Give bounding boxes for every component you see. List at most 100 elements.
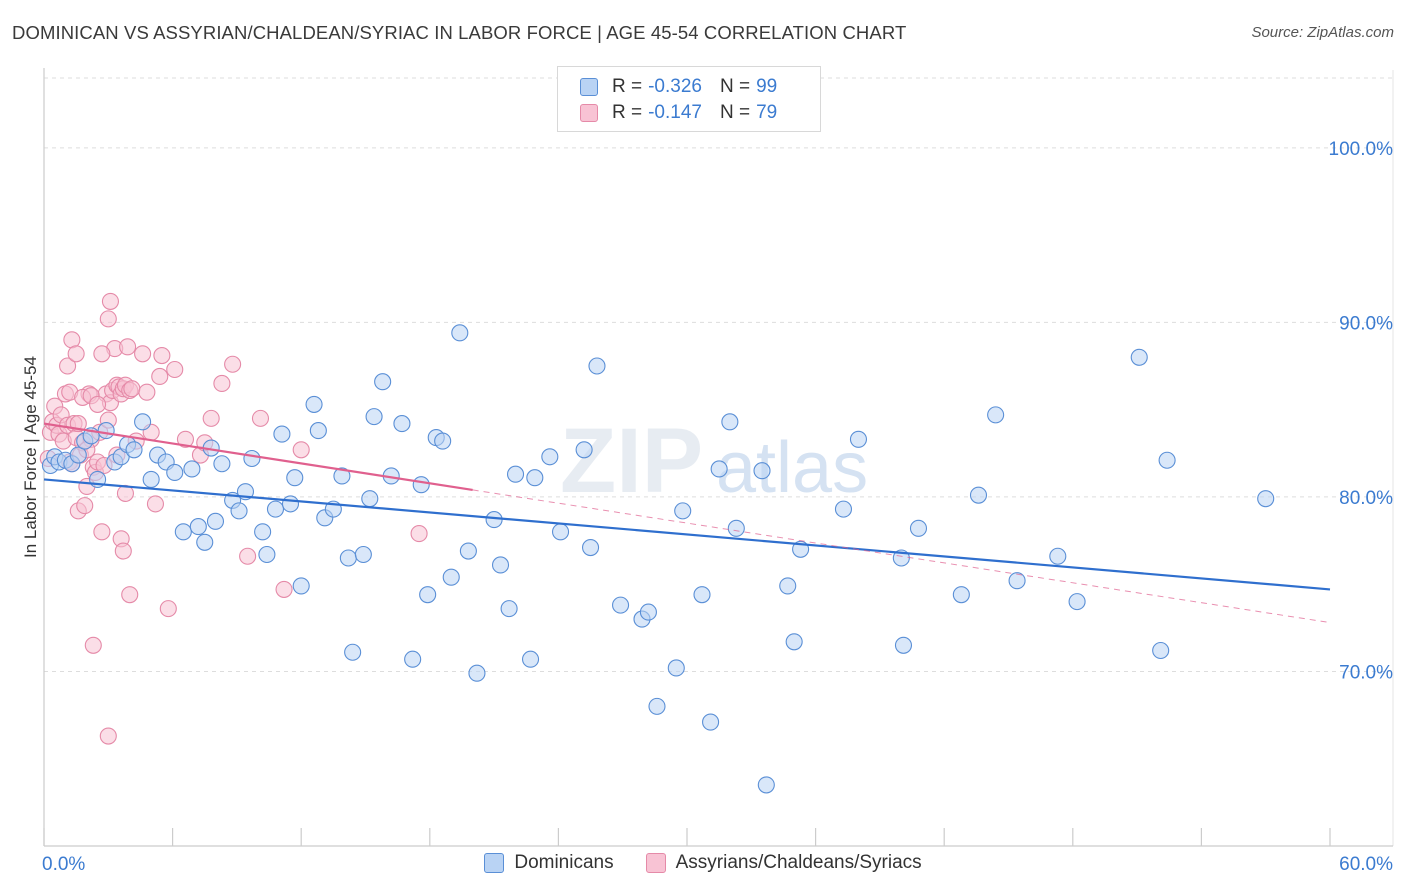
dominican-point [166,463,184,482]
y-tick-label: 90.0% [1339,313,1393,334]
dominican-point [849,430,868,448]
dominican-point [506,465,525,483]
legend-n-label: N = [719,76,751,97]
assyrian-point [99,727,117,745]
legend-n-value: 99 [756,76,778,97]
dominican-point [344,643,362,661]
dominican-point [412,476,430,494]
dominican-point [266,500,285,518]
assyrian-point [153,346,171,365]
assyrian-point [146,495,165,513]
watermark-atlas: atlas [716,428,868,508]
dominican-point [987,406,1005,424]
dominican-point [230,502,248,520]
assyrian-point [166,360,184,379]
assyrian-point [151,367,169,386]
legend-swatch-pink [580,104,598,122]
dominican-point [909,519,928,537]
legend-n-label: N = [719,102,751,123]
trend-layer [43,422,1331,624]
dominican-point [969,486,988,504]
dominican-point [281,495,300,513]
dominican-point [1068,593,1086,611]
assyrian-point [275,580,293,598]
assyrian-point [76,497,94,515]
dominican-point [753,462,771,480]
assyrian-point [121,586,139,604]
assyrian-point [119,338,137,356]
dominican-point [785,633,803,651]
dominican-point [442,568,460,586]
dominican-point [183,460,201,478]
y-tick-label: 70.0% [1339,662,1393,683]
dominican-point [254,523,272,541]
dominican-point [339,549,357,567]
dominican-point [779,577,797,595]
dominican-point [305,395,323,413]
dominican-point [292,577,310,595]
assyrian-point [292,441,310,459]
dominican-point [333,467,351,485]
dominican-point [612,596,630,614]
legend-n-value: 79 [756,102,778,123]
dominican-point [639,603,657,621]
series-legend: Dominicans Assyrians/Chaldeans/Syriacs [0,852,1406,874]
dominican-point [134,413,152,431]
dominican-point [575,441,593,459]
dominican-point [468,664,486,682]
dominican-point [434,432,452,450]
assyrian-point [93,523,111,541]
y-tick-label: 80.0% [1339,488,1393,509]
y-axis-title: In Labor Force | Age 45-54 [21,356,40,558]
dominican-point [309,422,327,440]
dominican-point [404,650,422,668]
dominican-point [286,469,304,487]
assyrian-point [176,430,195,448]
dominican-point [1049,547,1067,565]
assyrian-point [239,547,257,565]
dominican-point [206,512,225,530]
dominican-point [485,511,503,529]
dominican-point [361,490,379,508]
legend-label-dominicans: Dominicans [514,852,614,873]
assyrian-trend-extension [472,489,1331,624]
dominican-point [693,586,711,604]
dominican-point [374,373,392,391]
legend-swatch-blue [580,78,598,96]
assyrian-point [89,395,107,413]
assyrian-point [59,357,77,375]
series-dominican-points [41,324,1275,794]
dominican-point [243,449,261,468]
dominican-point [894,636,913,654]
legend-item-dominicans[interactable]: Dominicans [484,852,614,874]
dominican-point [451,324,469,342]
dominican-point [702,713,720,731]
legend-row-assyrian: R = -0.147 N = 79 [580,100,777,126]
watermark-zip: ZIP [560,410,703,512]
assyrian-point [114,542,132,560]
assyrian-point [159,600,177,618]
dominican-trend-line [43,478,1331,591]
dominican-point [588,357,606,375]
series-assyrian-points [39,292,428,745]
dominican-point [125,441,143,459]
dominican-point [142,470,160,489]
legend-swatch-blue [484,853,505,873]
dominican-point [721,413,739,431]
x-tick-label: 60.0% [1339,854,1393,875]
dominican-point [174,523,192,541]
dominican-point [258,545,276,564]
assyrian-point [224,355,242,373]
legend-item-assyrians[interactable]: Assyrians/Chaldeans/Syriacs [645,852,922,874]
dominican-point [419,586,437,604]
x-tick-label: 0.0% [42,854,85,875]
legend-r-value: -0.147 [648,102,702,123]
dominican-point [834,500,853,518]
legend-r-label: R = [612,76,643,97]
dominican-point [674,502,692,520]
dominican-point [581,538,600,557]
assyrian-point [202,409,220,427]
axis-layer [43,68,1393,847]
dominican-point [354,545,372,564]
